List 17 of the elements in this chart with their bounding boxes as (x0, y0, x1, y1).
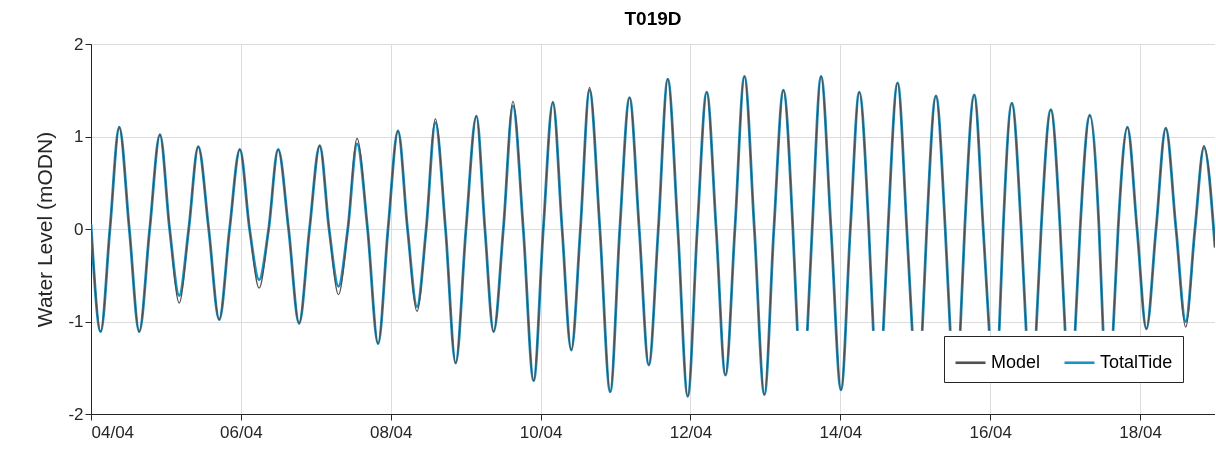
x-tick-label: 06/04 (220, 422, 263, 442)
x-tick-label: 16/04 (969, 422, 1012, 442)
y-tick-label: -1 (68, 312, 84, 331)
y-tick-label: 2 (74, 34, 84, 54)
legend-label: Model (991, 351, 1041, 372)
y-axis-title: Water Level (mODN) (33, 131, 57, 328)
x-tick-label: 04/04 (91, 422, 135, 442)
y-tick-label: -2 (68, 404, 84, 424)
x-tick-label: 12/04 (669, 422, 713, 442)
y-tick-label: 1 (74, 127, 84, 146)
y-tick-label: 0 (74, 219, 84, 239)
chart-title: T019D (624, 8, 682, 29)
legend-label: TotalTide (1100, 351, 1173, 372)
x-tick-label: 08/04 (369, 422, 413, 442)
x-tick-label: 10/04 (519, 422, 563, 442)
x-tick-label: 14/04 (819, 422, 863, 442)
x-tick-label: 18/04 (1119, 422, 1162, 442)
